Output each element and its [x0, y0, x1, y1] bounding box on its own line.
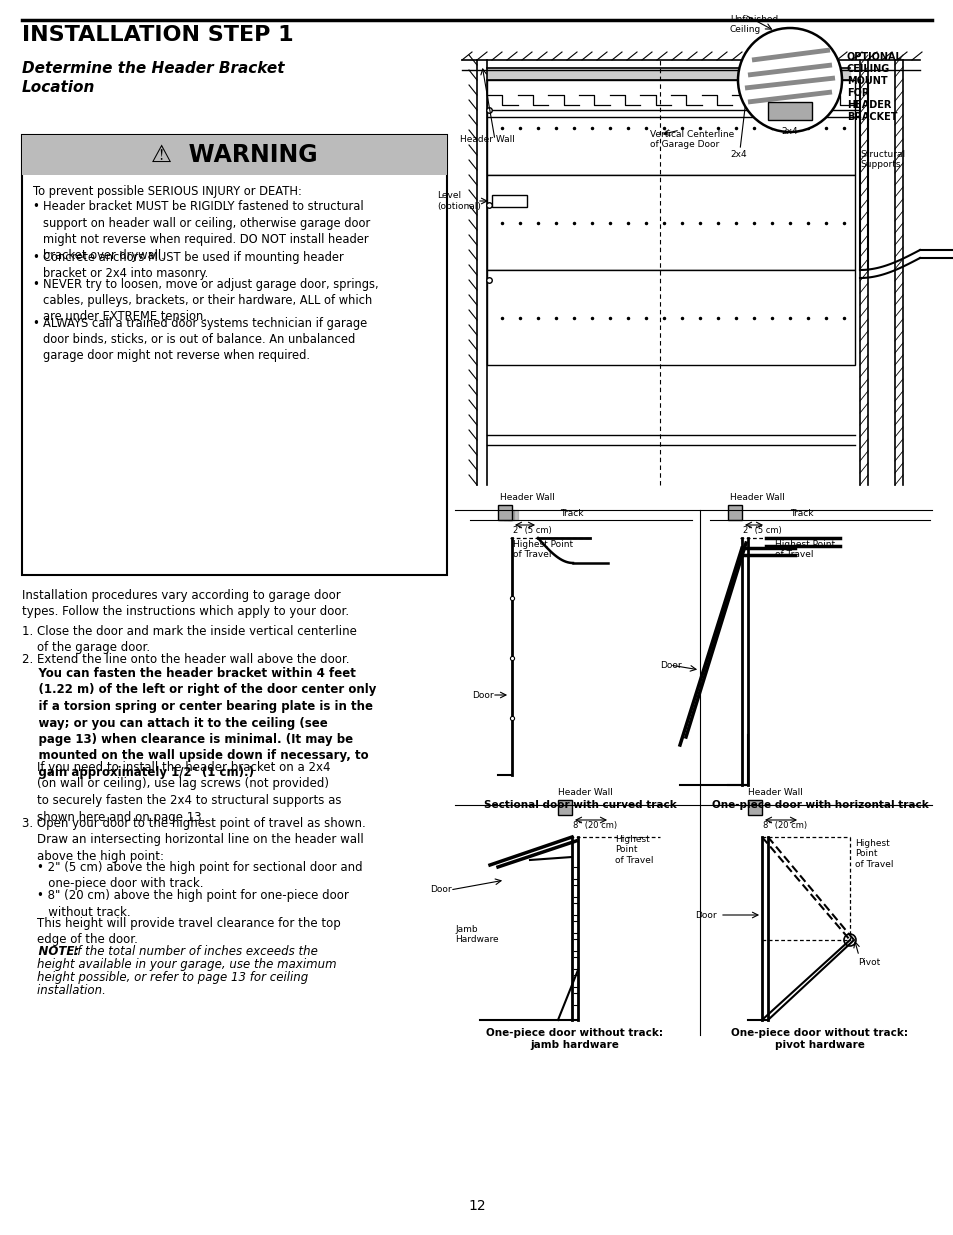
Text: •: • [33, 278, 44, 291]
Text: •: • [33, 200, 44, 214]
Text: Header Wall: Header Wall [558, 788, 612, 797]
Text: Unfinished
Ceiling: Unfinished Ceiling [729, 15, 778, 35]
Text: Level
(optional): Level (optional) [436, 191, 480, 211]
Text: NOTE:: NOTE: [22, 945, 79, 958]
Text: 2. Extend the line onto the header wall above the door.: 2. Extend the line onto the header wall … [22, 653, 349, 666]
Text: height available in your garage, use the maximum: height available in your garage, use the… [22, 958, 336, 971]
Text: 3. Open your door to the highest point of travel as shown.
    Draw an intersect: 3. Open your door to the highest point o… [22, 818, 365, 863]
Text: • 8" (20 cm) above the high point for one-piece door
       without track.: • 8" (20 cm) above the high point for on… [22, 889, 349, 919]
Bar [492, 195, 526, 207]
Text: • 2" (5 cm) above the high point for sectional door and
       one-piece door wi: • 2" (5 cm) above the high point for sec… [22, 861, 362, 890]
Bar [22, 135, 447, 576]
Text: •: • [33, 317, 44, 330]
Text: You can fasten the header bracket within 4 feet
    (1.22 m) of the left or righ: You can fasten the header bracket within… [22, 667, 376, 779]
Text: 8" (20 cm): 8" (20 cm) [573, 821, 617, 830]
Text: Header Wall: Header Wall [747, 788, 802, 797]
Circle shape [738, 28, 841, 132]
Text: Header Wall: Header Wall [729, 493, 784, 501]
Text: 2x4: 2x4 [729, 149, 746, 159]
Text: To prevent possible SERIOUS INJURY or DEATH:: To prevent possible SERIOUS INJURY or DE… [33, 185, 301, 198]
Text: Track: Track [559, 509, 583, 517]
Text: If you need to install the header bracket on a 2x4
    (on wall or ceiling), use: If you need to install the header bracke… [22, 761, 341, 824]
Text: 2" (5 cm): 2" (5 cm) [742, 526, 781, 535]
Text: height possible, or refer to page 13 for ceiling: height possible, or refer to page 13 for… [22, 971, 308, 984]
Bar [22, 135, 447, 175]
Text: One-piece door with horizontal track: One-piece door with horizontal track [711, 800, 927, 810]
Text: Door: Door [659, 661, 680, 669]
Bar [486, 270, 854, 366]
Text: Vertical Centerline
of Garage Door: Vertical Centerline of Garage Door [649, 130, 734, 149]
Text: Determine the Header Bracket
Location: Determine the Header Bracket Location [22, 61, 284, 95]
Text: If the total number of inches exceeds the: If the total number of inches exceeds th… [70, 945, 317, 958]
Text: Door: Door [430, 885, 451, 894]
Text: Concrete anchors MUST be used if mounting header
bracket or 2x4 into masonry.: Concrete anchors MUST be used if mountin… [43, 251, 343, 280]
Text: Highest
Point
of Travel: Highest Point of Travel [615, 835, 653, 864]
Text: Door: Door [695, 910, 716, 920]
Text: NEVER try to loosen, move or adjust garage door, springs,
cables, pulleys, brack: NEVER try to loosen, move or adjust gara… [43, 278, 378, 324]
Text: Highest Point
of Travel: Highest Point of Travel [774, 540, 834, 559]
Bar [767, 103, 811, 120]
Text: Pivot: Pivot [857, 958, 880, 967]
Text: •: • [33, 251, 44, 264]
Text: 1. Close the door and mark the inside vertical centerline
    of the garage door: 1. Close the door and mark the inside ve… [22, 625, 356, 655]
Text: Jamb
Hardware: Jamb Hardware [455, 925, 498, 945]
Text: INSTALLATION STEP 1: INSTALLATION STEP 1 [22, 25, 294, 44]
Text: Track: Track [789, 509, 813, 517]
Bar [727, 505, 741, 520]
Bar [486, 175, 854, 270]
Text: This height will provide travel clearance for the top
    edge of the door.: This height will provide travel clearanc… [22, 918, 340, 946]
Text: Header bracket MUST be RIGIDLY fastened to structural
support on header wall or : Header bracket MUST be RIGIDLY fastened … [43, 200, 370, 262]
Text: ⚠  WARNING: ⚠ WARNING [151, 143, 317, 167]
Text: Installation procedures vary according to garage door
types. Follow the instruct: Installation procedures vary according t… [22, 589, 349, 619]
Circle shape [843, 934, 855, 946]
Text: Header Wall: Header Wall [459, 135, 515, 144]
Text: 2" (5 cm): 2" (5 cm) [513, 526, 551, 535]
Bar [486, 80, 854, 175]
Text: One-piece door without track:
pivot hardware: One-piece door without track: pivot hard… [731, 1028, 907, 1050]
Text: Door: Door [472, 690, 493, 699]
Text: Sectional door with curved track: Sectional door with curved track [483, 800, 676, 810]
Bar [558, 800, 572, 815]
Text: Highest
Point
of Travel: Highest Point of Travel [854, 839, 893, 868]
Text: Header Wall: Header Wall [499, 493, 555, 501]
Text: installation.: installation. [22, 984, 106, 997]
Text: Highest Point
of Travel: Highest Point of Travel [513, 540, 573, 559]
Text: OPTIONAL
CEILING
MOUNT
FOR
HEADER
BRACKET: OPTIONAL CEILING MOUNT FOR HEADER BRACKE… [846, 52, 902, 122]
Text: 12: 12 [468, 1199, 485, 1213]
Text: One-piece door without track:
jamb hardware: One-piece door without track: jamb hardw… [486, 1028, 662, 1050]
Bar [497, 505, 512, 520]
Text: 2x4: 2x4 [781, 127, 798, 136]
Text: 8" (20 cm): 8" (20 cm) [762, 821, 806, 830]
Text: ALWAYS call a trained door systems technician if garage
door binds, sticks, or i: ALWAYS call a trained door systems techn… [43, 317, 367, 362]
Text: Structural
Supports: Structural Supports [859, 149, 904, 169]
Bar [747, 800, 761, 815]
